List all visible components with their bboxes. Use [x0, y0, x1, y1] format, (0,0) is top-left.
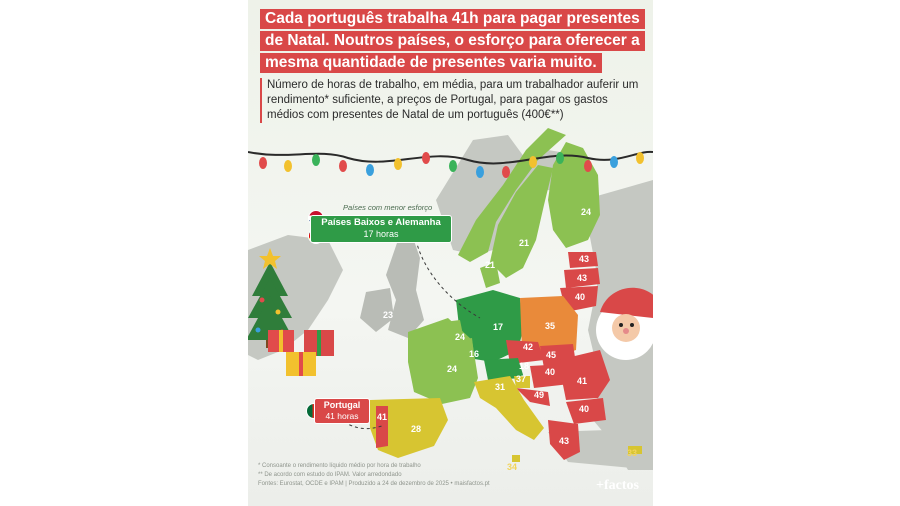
label-cyprus: 33 — [627, 448, 637, 458]
label-croatia: 49 — [534, 390, 544, 400]
label-czechia: 42 — [523, 342, 533, 352]
europe-map: 24 21 21 43 43 40 23 24 16 35 42 45 18 4… — [248, 128, 653, 472]
gift-box-icon — [268, 330, 334, 376]
region-austria — [484, 358, 524, 380]
label-bulgaria: 40 — [579, 404, 589, 414]
region-czechia — [506, 340, 544, 364]
label-belgium: 24 — [455, 332, 465, 342]
label-ireland: 23 — [383, 310, 393, 320]
footnote: * Consoante o rendimento líquido médio p… — [258, 463, 421, 469]
connector-line-portugal — [343, 421, 383, 430]
label-italy: 31 — [495, 382, 505, 392]
callout-country-name: Países Baixos e Alemanha — [321, 217, 441, 228]
region-croatia — [516, 388, 550, 406]
label-germany-netherlands: 17 — [493, 322, 503, 332]
label-sweden: 21 — [519, 238, 529, 248]
page-title: Cada português trabalha 41h para pagar p… — [260, 9, 645, 75]
brand-logo: +factos — [596, 478, 639, 493]
uk-landmass — [386, 238, 424, 338]
region-greece — [548, 420, 580, 460]
title-line: de Natal. Noutros países, o esforço para… — [260, 31, 645, 51]
callout-hours: 17 horas — [363, 229, 399, 239]
label-spain: 28 — [411, 424, 421, 434]
region-denmark — [480, 262, 500, 288]
region-france — [408, 318, 478, 404]
label-france: 24 — [447, 364, 457, 374]
region-portugal — [376, 406, 388, 448]
region-malta — [512, 455, 520, 462]
connector-line-lowest — [415, 239, 481, 319]
label-romania: 41 — [577, 376, 587, 386]
region-netherlands-germany — [456, 290, 523, 362]
footnotes: * Consoante o rendimento líquido médio p… — [258, 462, 558, 489]
lowest-effort-callout: Países Baixos e Alemanha 17 horas — [310, 215, 452, 243]
label-slovakia: 45 — [546, 350, 556, 360]
region-cyprus — [628, 446, 642, 454]
santa-claus-icon — [596, 287, 653, 360]
region-italy — [474, 376, 544, 440]
label-portugal: 41 — [377, 412, 387, 422]
callout-country-name: Portugal — [323, 400, 361, 410]
portugal-callout: Portugal 41 horas — [314, 398, 370, 424]
christmas-lights-icon — [248, 150, 653, 165]
footnote: ** De acordo com estudo do IPAM. Valor a… — [258, 472, 402, 478]
region-spain — [370, 398, 448, 458]
label-estonia: 43 — [579, 254, 589, 264]
subtitle: Número de horas de trabalho, em média, p… — [260, 78, 647, 123]
title-line: Cada português trabalha 41h para pagar p… — [260, 9, 645, 29]
label-norway: 21 — [485, 260, 495, 270]
title-line: mesma quantidade de presentes varia muit… — [260, 53, 602, 73]
region-slovenia — [514, 376, 530, 388]
label-malta: 34 — [507, 462, 517, 472]
region-estonia — [568, 252, 598, 268]
region-norway — [458, 128, 566, 262]
region-romania — [558, 350, 610, 400]
callout-hours: 41 horas — [325, 411, 359, 421]
region-sweden — [490, 165, 553, 278]
infographic-poster: 24 21 21 43 43 40 23 24 16 35 42 45 18 4… — [248, 0, 653, 506]
label-poland: 35 — [545, 321, 555, 331]
label-hungary: 40 — [545, 367, 555, 377]
label-greece: 43 — [559, 436, 569, 446]
label-luxembourg: 16 — [469, 349, 479, 359]
label-austria: 18 — [519, 361, 529, 371]
lowest-effort-caption: Países com menor esforço — [343, 203, 433, 212]
sources-line: Fontes: Eurostat, OCDE e IPAM | Produzid… — [258, 481, 490, 487]
region-bulgaria — [566, 398, 606, 424]
christmas-lights-icon — [259, 152, 644, 178]
label-finland: 24 — [581, 207, 591, 217]
label-latvia: 43 — [577, 273, 587, 283]
label-lithuania: 40 — [575, 292, 585, 302]
region-ireland — [360, 288, 394, 332]
label-slovenia: 37 — [516, 374, 526, 384]
region-latvia — [564, 268, 600, 288]
